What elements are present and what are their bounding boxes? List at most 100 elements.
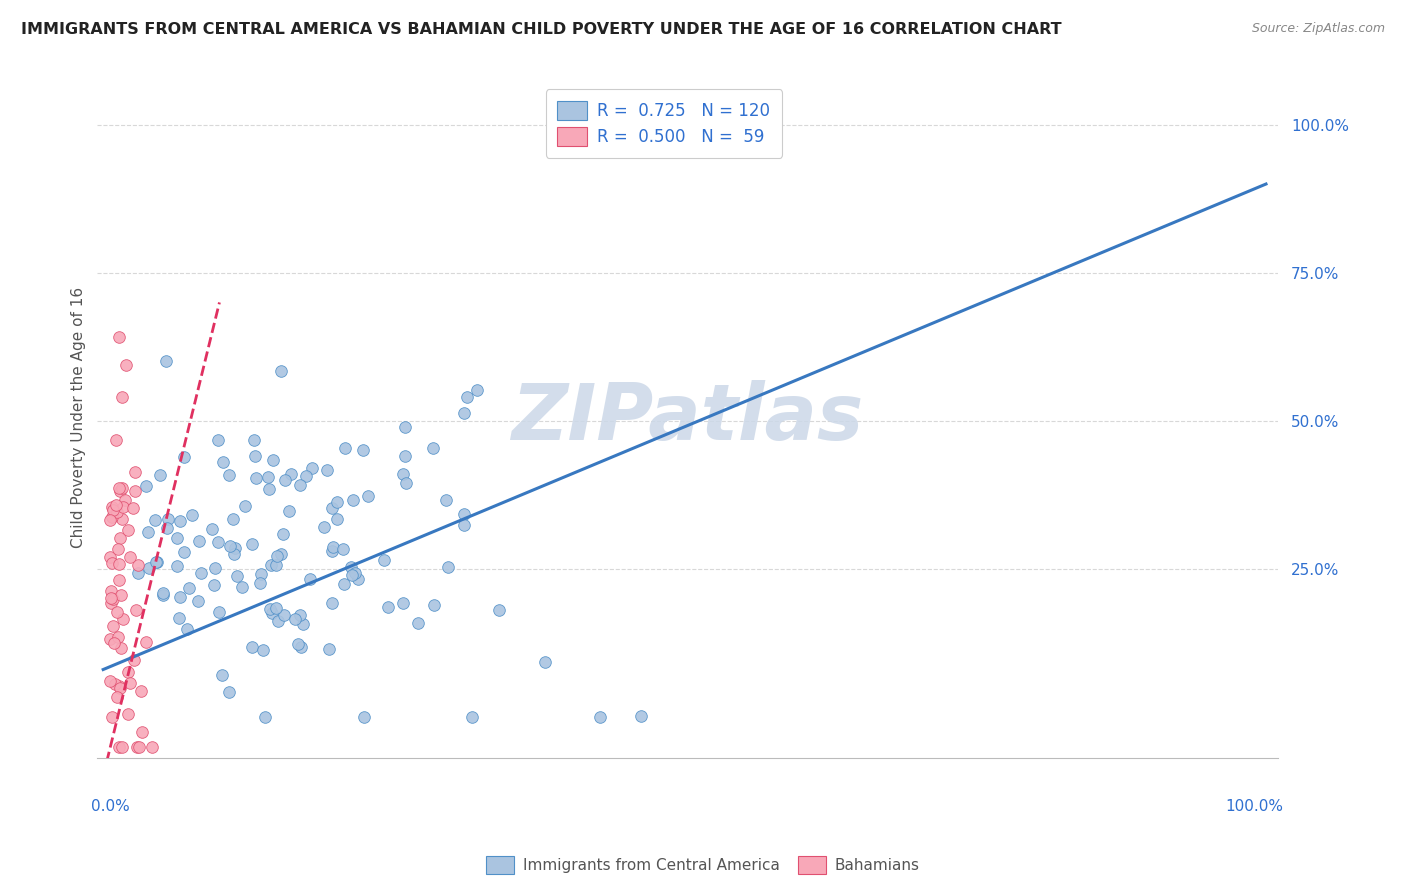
Point bbox=[152, 586, 174, 600]
Point bbox=[392, 596, 415, 610]
Point bbox=[110, 681, 132, 695]
Point bbox=[266, 558, 288, 573]
Point bbox=[257, 482, 280, 496]
Point bbox=[394, 449, 416, 463]
Point bbox=[207, 433, 229, 447]
Point bbox=[290, 640, 312, 654]
Point bbox=[321, 501, 343, 516]
Point bbox=[326, 512, 349, 526]
Point bbox=[222, 512, 245, 526]
Point bbox=[125, 739, 148, 754]
Point bbox=[204, 561, 226, 575]
Point bbox=[104, 498, 127, 512]
Point bbox=[98, 550, 121, 565]
Point bbox=[333, 576, 356, 591]
Point bbox=[357, 489, 380, 503]
Point bbox=[233, 499, 256, 513]
Point bbox=[332, 541, 354, 556]
Point bbox=[423, 599, 446, 613]
Text: 0.0%: 0.0% bbox=[91, 799, 131, 814]
Point bbox=[346, 572, 368, 586]
Point bbox=[152, 588, 174, 602]
Point bbox=[101, 556, 124, 570]
Point bbox=[110, 484, 132, 499]
Text: Source: ZipAtlas.com: Source: ZipAtlas.com bbox=[1251, 22, 1385, 36]
Point bbox=[100, 584, 122, 599]
Point bbox=[127, 558, 149, 573]
Point bbox=[242, 537, 264, 551]
Point bbox=[218, 684, 240, 698]
Point bbox=[188, 534, 211, 549]
Point bbox=[252, 642, 274, 657]
Point bbox=[110, 588, 132, 602]
Point bbox=[124, 466, 146, 480]
Point bbox=[259, 602, 281, 616]
Point bbox=[224, 541, 246, 555]
Legend: R =  0.725   N = 120, R =  0.500   N =  59: R = 0.725 N = 120, R = 0.500 N = 59 bbox=[546, 89, 782, 158]
Point bbox=[108, 481, 131, 495]
Point bbox=[373, 552, 395, 566]
Point bbox=[316, 463, 339, 477]
Point bbox=[112, 611, 135, 625]
Point bbox=[630, 709, 652, 723]
Point bbox=[145, 513, 167, 527]
Point bbox=[127, 566, 149, 581]
Point bbox=[167, 610, 190, 624]
Point bbox=[249, 567, 271, 582]
Point bbox=[321, 544, 343, 558]
Point bbox=[100, 709, 122, 723]
Point bbox=[284, 612, 307, 626]
Point bbox=[406, 615, 429, 630]
Point bbox=[107, 630, 129, 644]
Point bbox=[273, 526, 295, 541]
Point bbox=[326, 495, 349, 509]
Point bbox=[108, 679, 131, 693]
Point bbox=[129, 684, 152, 698]
Point bbox=[280, 467, 302, 482]
Point bbox=[208, 605, 231, 619]
Point bbox=[187, 594, 209, 608]
Point bbox=[107, 541, 129, 556]
Point bbox=[257, 470, 280, 484]
Point bbox=[135, 479, 157, 493]
Point bbox=[288, 607, 311, 622]
Point bbox=[111, 481, 134, 495]
Point bbox=[201, 522, 224, 536]
Y-axis label: Child Poverty Under the Age of 16: Child Poverty Under the Age of 16 bbox=[72, 287, 86, 549]
Point bbox=[270, 364, 292, 378]
Point bbox=[377, 600, 399, 615]
Point bbox=[453, 406, 475, 420]
Point bbox=[353, 710, 375, 724]
Point bbox=[245, 471, 267, 485]
Point bbox=[589, 710, 612, 724]
Point bbox=[453, 517, 475, 532]
Point bbox=[314, 520, 336, 534]
Point bbox=[177, 582, 200, 596]
Point bbox=[298, 572, 321, 586]
Point bbox=[100, 500, 122, 514]
Point bbox=[149, 467, 172, 482]
Point bbox=[226, 569, 249, 583]
Point bbox=[202, 577, 225, 591]
Point bbox=[156, 512, 179, 526]
Point bbox=[111, 390, 134, 404]
Point bbox=[274, 473, 297, 487]
Point bbox=[335, 441, 357, 455]
Point bbox=[394, 420, 416, 434]
Point bbox=[267, 615, 290, 629]
Point bbox=[249, 576, 271, 591]
Point bbox=[98, 674, 121, 689]
Point bbox=[100, 597, 122, 611]
Point bbox=[103, 592, 125, 607]
Point bbox=[169, 590, 191, 604]
Point bbox=[391, 467, 413, 481]
Point bbox=[288, 477, 311, 491]
Point bbox=[118, 549, 141, 564]
Point bbox=[266, 549, 288, 563]
Point bbox=[219, 539, 242, 553]
Point bbox=[266, 600, 288, 615]
Point bbox=[270, 547, 292, 561]
Point bbox=[260, 606, 283, 620]
Point bbox=[124, 484, 146, 499]
Point bbox=[108, 557, 131, 571]
